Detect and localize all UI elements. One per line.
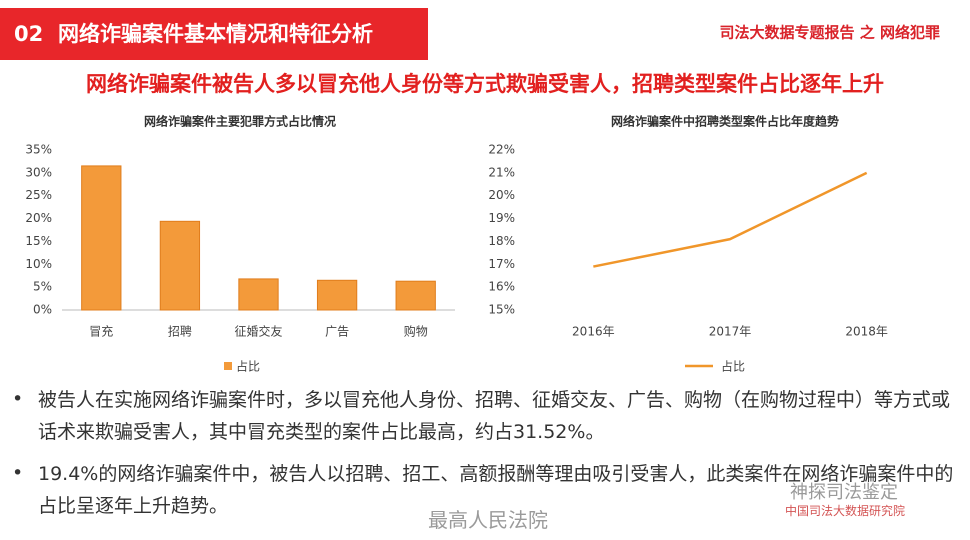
line <box>593 171 868 268</box>
y-tick-label: 18% <box>488 234 515 248</box>
x-tick-label: 2017年 <box>709 325 752 339</box>
y-tick-label: 25% <box>25 188 52 202</box>
y-tick-label: 10% <box>25 257 52 271</box>
legend-label: 占比 <box>721 359 745 374</box>
headline: 网络诈骗案件被告人多以冒充他人身份等方式欺骗受害人，招聘类型案件占比逐年上升 <box>86 72 884 96</box>
y-tick-label: 15% <box>488 303 515 317</box>
x-tick-label: 广告 <box>325 325 349 339</box>
section-title: 网络诈骗案件基本情况和特征分析 <box>58 22 373 46</box>
x-tick-label: 冒充 <box>89 324 113 339</box>
chart-title: 网络诈骗案件中招聘类型案件占比年度趋势 <box>611 114 839 129</box>
y-tick-label: 30% <box>25 165 52 179</box>
y-tick-label: 20% <box>488 188 515 202</box>
x-tick-label: 2018年 <box>845 325 888 339</box>
watermark: 中国司法大数据研究院 <box>785 504 906 518</box>
bullet: 被告人在实施网络诈骗案件时，多以冒充他人身份、招聘、征婚交友、广告、购物（在购物… <box>38 389 951 443</box>
y-tick-label: 5% <box>33 280 52 294</box>
bullet-dot: • <box>12 388 24 410</box>
watermark: 神探司法鉴定 <box>790 482 898 503</box>
chart-title: 网络诈骗案件主要犯罪方式占比情况 <box>144 114 336 129</box>
y-tick-label: 15% <box>25 234 52 248</box>
y-tick-label: 19% <box>488 211 515 225</box>
y-tick-label: 0% <box>33 303 52 317</box>
x-tick-label: 购物 <box>404 324 428 339</box>
header-band <box>0 8 428 60</box>
x-tick-label: 招聘 <box>168 325 192 339</box>
y-tick-label: 17% <box>488 257 515 271</box>
section-number: 02 <box>14 22 43 46</box>
bullet: 19.4%的网络诈骗案件中，被告人以招聘、招工、高额报酬等理由吸引受害人，此类案… <box>38 463 954 517</box>
report-label: 司法大数据专题报告 之 网络犯罪 <box>720 24 940 42</box>
legend-label: 占比 <box>236 359 260 374</box>
bullet-dot: • <box>12 462 24 484</box>
y-tick-label: 22% <box>488 143 515 157</box>
legend-swatch <box>224 362 232 370</box>
y-tick-label: 21% <box>488 165 515 179</box>
y-tick-label: 35% <box>25 143 52 157</box>
bar <box>81 165 122 311</box>
x-tick-label: 2016年 <box>572 325 615 339</box>
x-tick-label: 征婚交友 <box>234 324 282 339</box>
bar <box>238 278 279 311</box>
bar <box>159 220 201 311</box>
watermark: 最高人民法院 <box>428 508 548 532</box>
y-tick-label: 16% <box>488 280 515 294</box>
bar <box>395 280 436 311</box>
bar <box>316 279 358 311</box>
y-tick-label: 20% <box>25 211 52 225</box>
